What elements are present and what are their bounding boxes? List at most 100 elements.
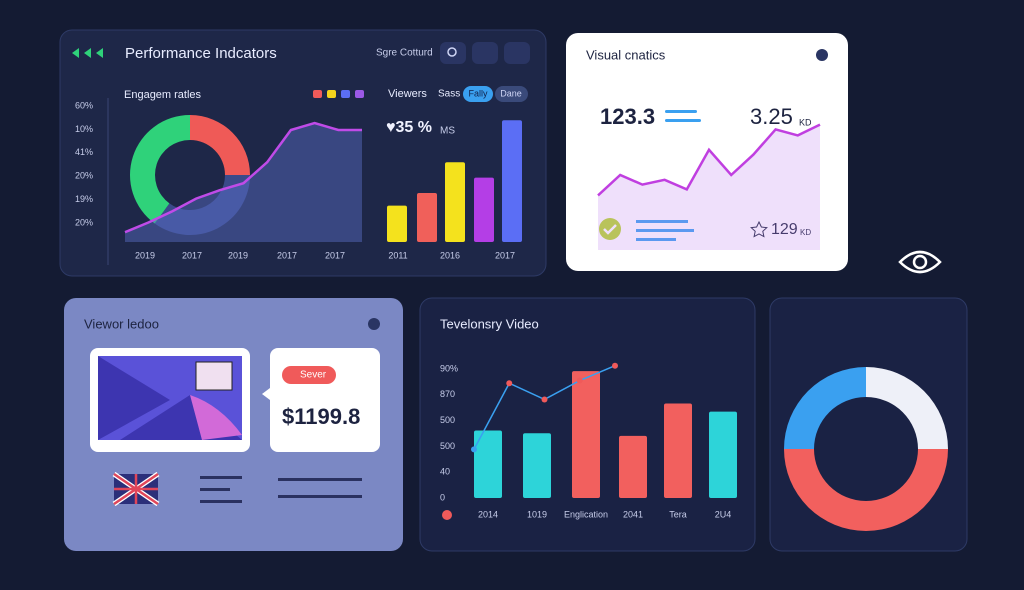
- y-tick-label: 90%: [440, 363, 458, 373]
- metric: 123.3: [600, 104, 655, 129]
- x-tick-label: 2U4: [715, 509, 732, 519]
- decor-line: [636, 238, 676, 241]
- area-fill: [125, 123, 362, 242]
- bar: [445, 162, 465, 242]
- price: $1199.8: [282, 404, 360, 429]
- bar: [474, 177, 494, 242]
- line-point: [612, 362, 618, 369]
- icon-button[interactable]: [472, 42, 498, 64]
- tab-label[interactable]: Fally: [468, 88, 488, 98]
- price-card: [270, 348, 380, 452]
- search-button[interactable]: [440, 42, 466, 64]
- bar: [619, 435, 647, 498]
- panel-title: Visual cnatics: [586, 47, 666, 62]
- decor-line: [200, 488, 230, 491]
- media-shape: [190, 395, 242, 440]
- line-point: [541, 396, 548, 403]
- annotation: ♥35 %: [386, 119, 432, 136]
- badge-label: Sever: [300, 370, 327, 381]
- line-point: [576, 377, 583, 384]
- donut-segment: [154, 175, 250, 236]
- x-tick-label: 2011: [388, 250, 407, 260]
- y-tick-label: 500: [440, 441, 455, 451]
- tab-label[interactable]: Dane: [500, 88, 522, 98]
- check-icon: [599, 218, 621, 240]
- x-tick-label: 2016: [440, 250, 460, 260]
- line-point: [506, 380, 513, 387]
- x-tick-label: 2019: [228, 250, 248, 260]
- bar: [474, 430, 502, 498]
- legend-dot: [442, 510, 452, 520]
- x-tick-label: 2017: [495, 250, 515, 260]
- legend-swatch: [313, 90, 322, 98]
- donut-segment: [784, 449, 948, 531]
- info-icon[interactable]: [816, 49, 828, 61]
- bar: [417, 193, 437, 242]
- flag-cross: [113, 472, 159, 506]
- y-tick-label: 19%: [75, 194, 93, 204]
- x-tick-label: 2019: [135, 250, 155, 260]
- panel-title: Tevelonsry Video: [440, 316, 539, 331]
- x-tick-label: 1019: [527, 509, 547, 519]
- logo: [72, 48, 103, 58]
- annotation-unit: MS: [440, 126, 455, 137]
- decor-line: [636, 220, 688, 223]
- panel-title: Viewor ledoo: [84, 316, 159, 331]
- bar: [502, 120, 522, 242]
- search-icon: [447, 47, 457, 57]
- legend-swatch: [355, 90, 364, 98]
- tab[interactable]: [495, 86, 528, 102]
- media-photo: [195, 361, 233, 391]
- panel-title: Performance Indcators: [125, 45, 277, 62]
- decor-line: [278, 478, 362, 481]
- y-tick-label: 10%: [75, 124, 93, 134]
- icon-button[interactable]: [504, 42, 530, 64]
- y-tick-label: 40: [440, 467, 450, 477]
- section-title: Viewers: [388, 88, 427, 100]
- line-point: [471, 446, 477, 453]
- decor-line: [200, 476, 242, 479]
- x-tick-label: 2017: [325, 250, 345, 260]
- y-tick-label: 500: [440, 415, 455, 425]
- legend-swatch: [327, 90, 336, 98]
- y-tick-label: 41%: [75, 147, 93, 157]
- decor-line: [636, 229, 694, 232]
- tab[interactable]: [463, 86, 493, 102]
- decor-line: [278, 495, 362, 498]
- decor-line: [665, 119, 701, 122]
- card-pointer: [262, 388, 270, 400]
- metric-unit: KD: [800, 228, 811, 237]
- line: [597, 123, 821, 197]
- line: [124, 121, 362, 234]
- y-tick-label: 20%: [75, 217, 93, 227]
- x-tick-label: 2017: [277, 250, 297, 260]
- x-tick-label: Englication: [564, 509, 608, 519]
- info-icon[interactable]: [368, 318, 380, 330]
- donut-segment: [190, 115, 250, 175]
- bar: [664, 403, 692, 498]
- y-tick-label: 870: [440, 389, 455, 399]
- eye-icon: [898, 250, 942, 274]
- decor-line: [200, 500, 242, 503]
- bar: [572, 371, 600, 498]
- metric-unit: KD: [799, 117, 812, 127]
- section-label: Sass: [438, 89, 460, 100]
- y-tick-label: 60%: [75, 100, 93, 110]
- decor-line: [665, 110, 697, 113]
- bar: [709, 411, 737, 498]
- check-mark: [603, 224, 617, 235]
- x-tick-label: 2014: [478, 509, 498, 519]
- donut-segment: [784, 367, 866, 449]
- legend-swatch: [341, 90, 350, 98]
- search-label[interactable]: Sgre Cotturd: [376, 48, 433, 59]
- area-fill: [598, 124, 820, 250]
- y-tick-label: 20%: [75, 171, 93, 181]
- chart-subtitle: Engagem ratles: [124, 89, 202, 101]
- donut-segment: [866, 367, 948, 449]
- bar: [523, 433, 551, 498]
- x-tick-label: 2041: [623, 509, 643, 519]
- eye-pupil: [912, 254, 928, 270]
- x-tick-label: Tera: [669, 509, 687, 519]
- metric: 129: [771, 221, 798, 238]
